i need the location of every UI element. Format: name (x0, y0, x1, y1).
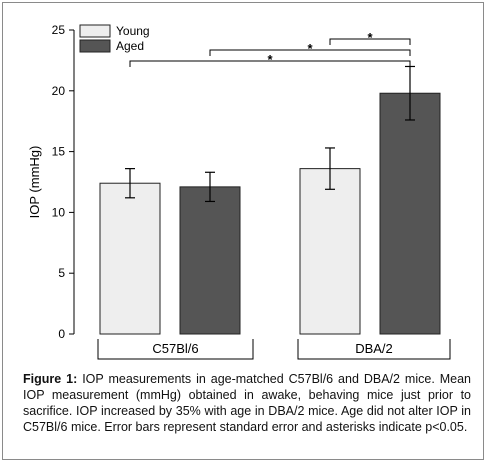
significance-asterisk: * (367, 30, 373, 45)
y-tick-label: 0 (58, 327, 65, 341)
figure-frame: 0 5 10 15 20 25 IOP (mmHg) C57Bl/6 DBA/2 * * * Young… (2, 2, 484, 460)
significance-asterisk: * (307, 41, 313, 56)
caption-label: Figure 1: (23, 372, 78, 386)
group-bracket (97, 339, 254, 360)
group-bracket (297, 339, 451, 360)
y-tick-label: 5 (58, 266, 65, 280)
bar-chart: 0 5 10 15 20 25 IOP (mmHg) C57Bl/6 DBA/2 * * * Young… (27, 23, 451, 360)
y-tick-label: 20 (52, 84, 66, 98)
y-axis-label: IOP (mmHg) (27, 146, 42, 219)
bar-aged-2 (379, 92, 441, 335)
y-tick-label: 15 (52, 145, 66, 159)
legend-swatch-aged (79, 39, 111, 53)
y-tick-label: 10 (52, 205, 66, 219)
bar-young-2 (299, 168, 361, 335)
figure-caption: Figure 1: IOP measurements in age-matche… (23, 371, 471, 435)
legend-swatch-young (79, 24, 111, 38)
group-label: DBA/2 (355, 341, 393, 356)
legend-label-young: Young (116, 24, 150, 38)
group-label: C57Bl/6 (152, 341, 198, 356)
bar-young-1 (99, 182, 161, 335)
significance-bracket (209, 49, 411, 56)
significance-asterisk: * (267, 52, 273, 67)
significance-bracket (129, 60, 411, 67)
bar-aged-1 (179, 186, 241, 335)
legend-label-aged: Aged (116, 39, 144, 53)
caption-text: IOP measurements in age-matched C57Bl/6 … (23, 372, 471, 434)
significance-bracket (329, 38, 411, 45)
y-tick-label: 25 (52, 23, 66, 37)
